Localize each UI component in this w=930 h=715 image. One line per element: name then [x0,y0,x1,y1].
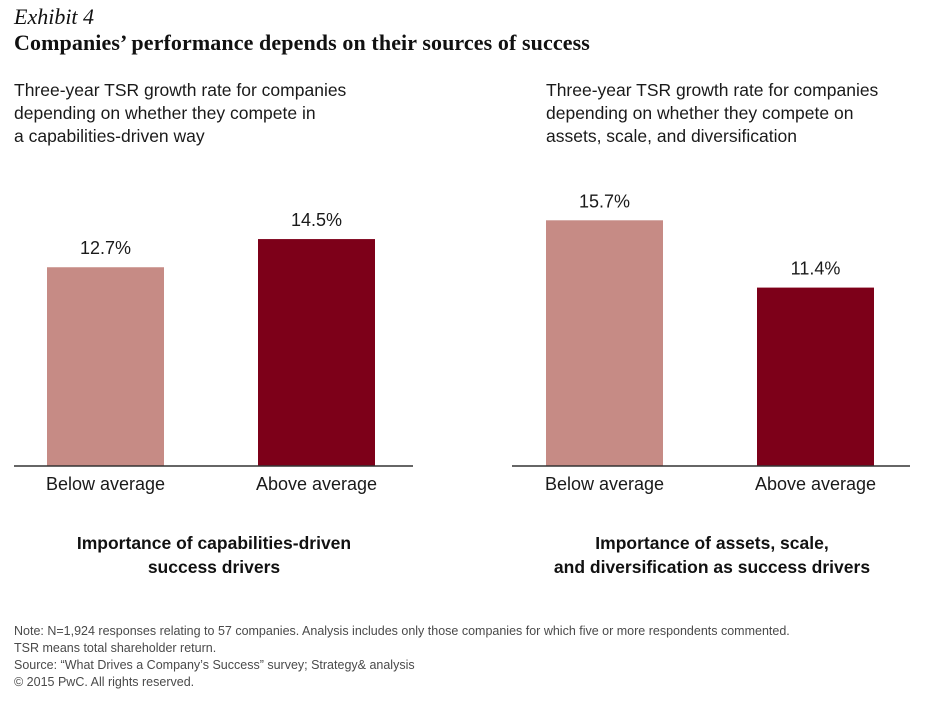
right-value-label: 15.7% [579,191,630,211]
left-subtitle-line: depending on whether they compete in [14,103,316,123]
left-category-label: Below average [46,474,165,494]
left-subtitle-line: a capabilities-driven way [14,126,205,146]
right-x-axis-title: Importance of assets, scale, and diversi… [512,531,912,579]
right-subtitle-line: depending on whether they compete on [546,103,854,123]
left-chart-subtitle: Three-year TSR growth rate for companies… [14,79,346,148]
note-line: Note: N=1,924 responses relating to 57 c… [14,624,790,638]
right-category-label: Above average [755,474,876,494]
right-value-label: 11.4% [791,259,841,279]
right-subtitle-line: Three-year TSR growth rate for companies [546,80,879,100]
footnotes: Note: N=1,924 responses relating to 57 c… [14,623,790,691]
note-line: TSR means total shareholder return. [14,641,217,655]
left-subtitle-line: Three-year TSR growth rate for companies [14,80,347,100]
right-chart-subtitle: Three-year TSR growth rate for companies… [546,79,878,148]
left-x-axis-title-line: Importance of capabilities-driven [76,533,352,553]
left-bar-below-average [47,267,164,466]
left-x-axis-title-line: success drivers [147,557,281,577]
copyright-line: © 2015 PwC. All rights reserved. [14,675,195,689]
source-line: Source: “What Drives a Company’s Success… [14,658,415,672]
chart-title: Companies’ performance depends on their … [14,30,590,55]
left-value-label: 14.5% [291,210,342,230]
left-category-label: Above average [256,474,377,494]
right-bar-below-average [546,220,663,466]
right-subtitle-line: assets, scale, and diversification [546,126,797,146]
right-x-axis-title-line: Importance of assets, scale, [595,533,829,553]
right-bar-above-average [757,287,874,466]
left-value-label: 12.7% [80,238,131,258]
right-x-axis-title-line: and diversification as success drivers [553,557,871,577]
exhibit-label: Exhibit 4 [14,4,95,29]
right-category-label: Below average [545,474,664,494]
left-bar-above-average [258,239,375,466]
left-x-axis-title: Importance of capabilities-driven succes… [14,531,414,579]
